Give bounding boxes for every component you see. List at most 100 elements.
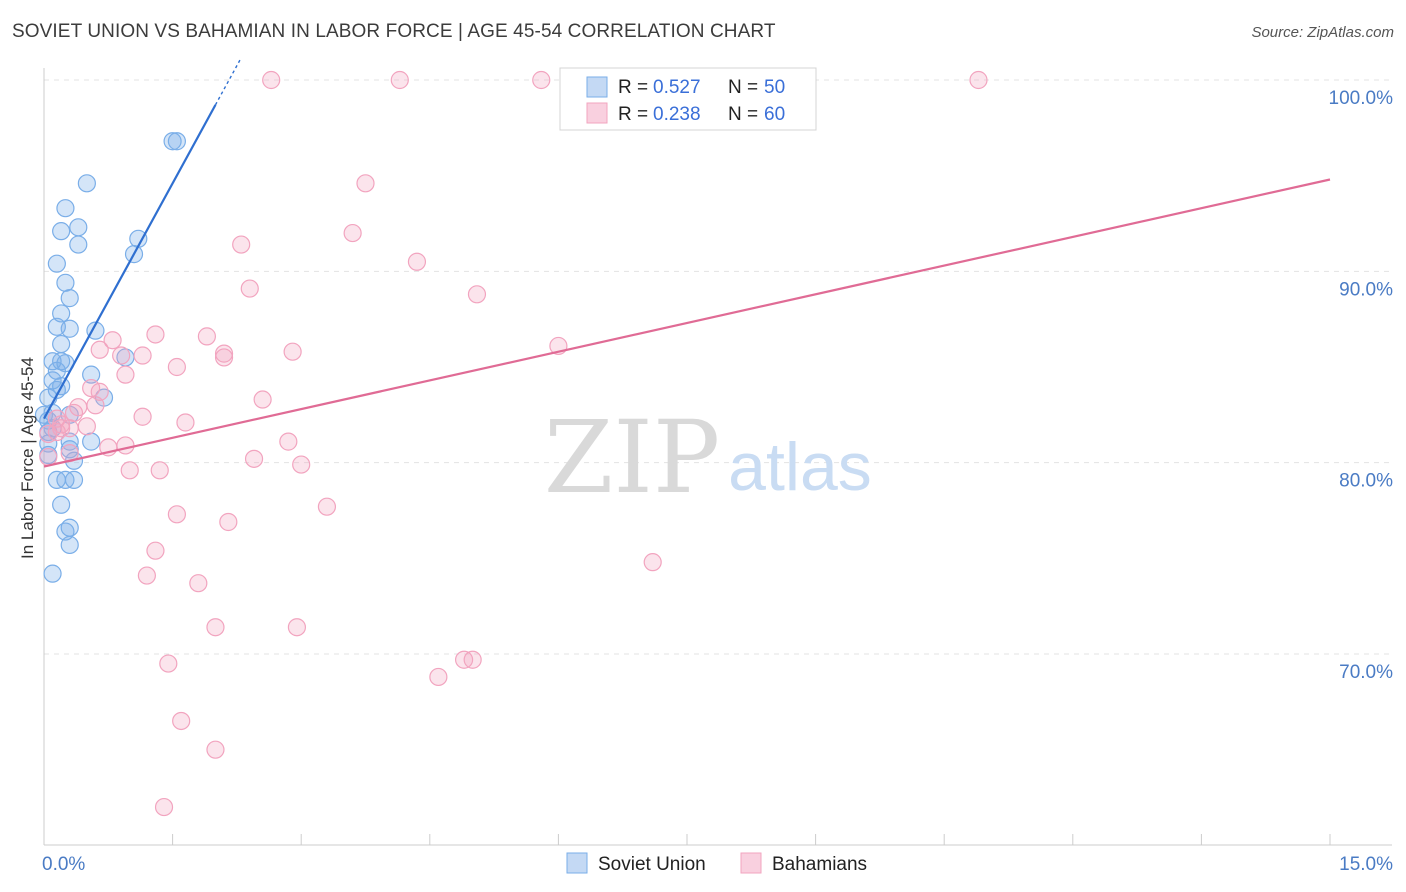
data-point	[214, 348, 234, 367]
bottom-legend-bahamians: Bahamians	[772, 854, 867, 875]
y-tick-label: 70.0%	[1339, 662, 1393, 683]
data-point	[39, 447, 58, 467]
data-point	[82, 378, 101, 398]
legend-n-value-bahamians: 60	[764, 104, 785, 125]
legend-r-label-soviet: R =	[618, 77, 648, 98]
data-point	[103, 331, 122, 350]
data-point	[60, 319, 79, 338]
data-point	[317, 497, 337, 516]
data-point	[240, 279, 259, 298]
data-point	[390, 70, 409, 90]
data-point	[120, 461, 139, 480]
legend-r-label-bahamians: R =	[618, 104, 648, 125]
data-point	[643, 553, 662, 572]
data-point	[343, 223, 362, 243]
data-point	[64, 470, 84, 489]
data-point	[146, 325, 165, 344]
y-tick-label: 100.0%	[1329, 88, 1394, 109]
data-point	[167, 357, 186, 377]
data-point	[47, 422, 66, 442]
data-point	[39, 388, 58, 407]
data-point	[52, 334, 71, 354]
data-point	[292, 455, 311, 474]
data-point	[163, 132, 182, 151]
data-point	[150, 461, 169, 480]
bottom-legend-soviet: Soviet Union	[598, 854, 706, 875]
data-point	[219, 512, 238, 532]
data-point	[167, 505, 186, 524]
legend-swatch-bahamians	[586, 102, 608, 124]
watermark-zip: ZIP	[544, 399, 720, 516]
legend-n-value-soviet: 50	[764, 77, 785, 98]
trend-lines	[43, 57, 1331, 468]
data-point	[969, 70, 988, 90]
y-axis-label: In Labor Force | Age 45-54	[18, 357, 37, 559]
watermark-atlas: atlas	[728, 429, 872, 505]
data-point	[47, 254, 66, 273]
data-point	[86, 321, 105, 340]
data-point	[82, 432, 101, 451]
watermark: ZIP atlas	[544, 399, 872, 516]
data-point	[116, 365, 135, 384]
data-point	[197, 327, 216, 346]
data-point	[429, 667, 448, 687]
gridlines	[44, 79, 1392, 655]
data-point	[356, 174, 375, 193]
data-point	[146, 541, 165, 560]
data-point	[172, 711, 191, 731]
source-label: Source: ZipAtlas.com	[1251, 24, 1394, 41]
data-point	[86, 396, 105, 415]
data-point	[77, 174, 96, 193]
data-point	[244, 449, 264, 468]
y-tick-label: 90.0%	[1339, 279, 1393, 300]
data-point	[206, 618, 225, 637]
bottom-legend-swatch-soviet	[566, 852, 588, 874]
chart-title: SOVIET UNION VS BAHAMIAN IN LABOR FORCE …	[12, 21, 776, 42]
data-point	[133, 346, 152, 365]
data-point	[52, 495, 71, 514]
data-point	[43, 564, 62, 583]
data-point	[112, 346, 131, 365]
legend-top: R = 0.527 N = 50 R = 0.238 N = 60	[559, 67, 817, 131]
y-tick-label: 80.0%	[1339, 471, 1393, 492]
data-point	[206, 740, 225, 759]
x-tick-label: 0.0%	[42, 854, 85, 875]
x-ticks	[172, 834, 1331, 845]
x-tick-label: 15.0%	[1339, 854, 1393, 875]
legend-r-value-bahamians: 0.238	[653, 104, 701, 125]
data-point	[137, 566, 156, 585]
data-point	[56, 199, 75, 218]
legend-n-label-soviet: N =	[728, 77, 758, 98]
trend-line-soviet-union	[43, 104, 217, 420]
data-point	[60, 535, 79, 555]
data-point	[56, 273, 75, 292]
data-point	[159, 654, 178, 673]
data-point	[467, 285, 487, 304]
data-point	[82, 365, 101, 384]
data-point	[463, 650, 482, 669]
data-point	[407, 252, 427, 271]
y-tick-labels: 70.0% 80.0% 90.0% 100.0%	[1329, 88, 1394, 683]
data-point	[60, 440, 79, 459]
trend-line-soviet-union-extension	[214, 57, 242, 106]
data-point	[189, 574, 208, 593]
data-point	[52, 304, 71, 323]
data-point	[214, 344, 234, 363]
data-point	[279, 432, 298, 451]
data-point	[90, 340, 109, 359]
legend-n-label-bahamians: N =	[728, 104, 758, 125]
data-point	[283, 342, 302, 361]
data-point	[287, 618, 307, 637]
data-point	[133, 407, 152, 426]
data-point	[253, 390, 272, 409]
data-point	[167, 132, 186, 151]
data-points	[34, 70, 988, 817]
data-point	[52, 222, 71, 241]
bahamians-points	[39, 70, 988, 817]
axes	[43, 68, 1392, 846]
legend-swatch-soviet	[586, 76, 608, 98]
data-point	[69, 218, 88, 237]
legend-r-value-soviet: 0.527	[653, 77, 701, 98]
data-point	[60, 289, 79, 308]
